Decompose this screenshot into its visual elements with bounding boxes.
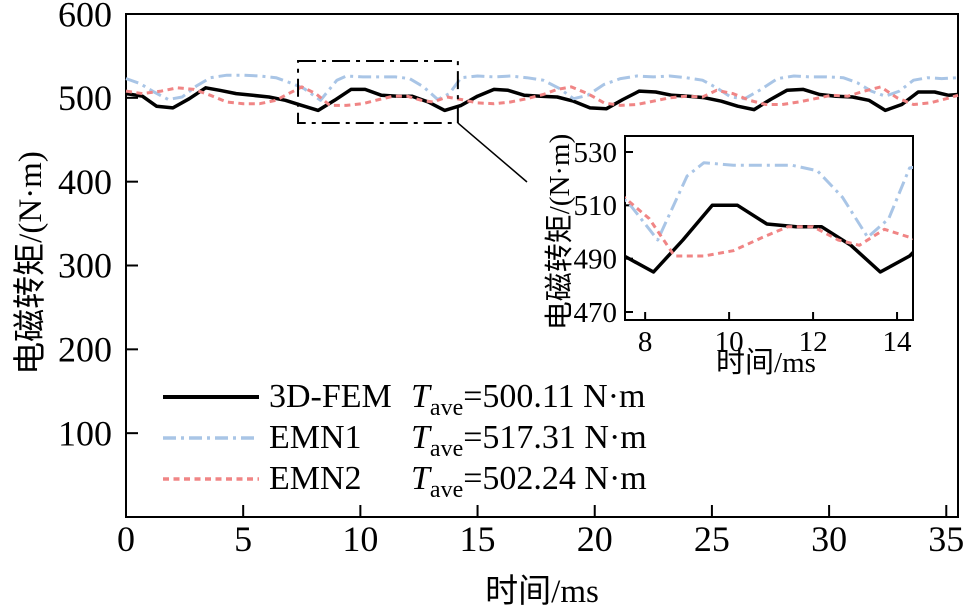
main-axis-x-tick-label: 5: [234, 519, 252, 559]
main-axis-x-tick-label: 0: [117, 519, 135, 559]
legend: 3D-FEM Tave=500.11 N·m EMN1 Tave=517.31 …: [163, 376, 647, 501]
series-line-emn2: [125, 85, 959, 107]
inset-axis-frame: [624, 135, 914, 321]
inset-axis-y-tick-label: 490: [574, 244, 618, 276]
inset-axis-x-tick-label: 10: [715, 326, 744, 358]
tave-subscript: ave: [429, 476, 464, 503]
inset-x-axis-label: 时间/ms: [716, 347, 816, 379]
zoom-connector-line: [457, 122, 528, 183]
inset-axis-x-tick-label: 14: [883, 326, 913, 358]
legend-item-emn2: EMN2 Tave=502.24 N·m: [163, 458, 647, 501]
main-axis-x-tick-label: 35: [928, 519, 964, 559]
tave-symbol: T: [411, 418, 430, 456]
series-line-emn1: [625, 161, 913, 242]
series-line-3d-fem: [125, 86, 959, 113]
main-axis-y-tick-label: 500: [58, 78, 112, 118]
series-line-emn2: [625, 196, 913, 258]
tave-symbol: T: [411, 377, 430, 415]
legend-item-3d-fem: 3D-FEM Tave=500.11 N·m: [163, 376, 647, 419]
main-axis-y-tick-label: 100: [58, 413, 112, 453]
main-axis-x-tick-label: 15: [460, 519, 496, 559]
tave-value: =500.11 N·m: [463, 377, 646, 415]
tave-subscript: ave: [429, 435, 464, 462]
tave-value: =502.24 N·m: [463, 459, 647, 497]
main-y-axis-label: 电磁转矩/(N·m): [13, 151, 49, 375]
legend-line-sample-emn2: [163, 476, 259, 481]
main-axis-y-tick-label: 300: [58, 246, 112, 286]
main-axis-x-tick-label: 25: [694, 519, 730, 559]
main-axis-x-tick-label: 10: [342, 519, 378, 559]
main-axis-y-tick-label: 600: [58, 0, 112, 34]
inset-y-axis-label: 电磁转矩/(N·m): [544, 133, 576, 331]
main-axis-x-tick-label: 30: [811, 519, 847, 559]
legend-average-value: Tave=517.31 N·m: [411, 418, 647, 460]
legend-item-emn1: EMN1 Tave=517.31 N·m: [163, 417, 647, 460]
series-line-emn1: [125, 73, 959, 102]
main-axis-x-tick-label: 20: [577, 519, 613, 559]
tave-subscript: ave: [429, 394, 464, 421]
main-x-axis-label: 时间/ms: [485, 574, 599, 610]
tave-value: =517.31 N·m: [463, 418, 647, 456]
legend-average-value: Tave=500.11 N·m: [411, 377, 646, 419]
inset-axis-x-tick-label: 12: [799, 326, 828, 358]
legend-line-sample-emn1: [163, 435, 259, 440]
main-axis-y-tick-label: 400: [58, 162, 112, 202]
main-axis-y-tick-label: 200: [58, 330, 112, 370]
zoom-region-box: [297, 59, 459, 124]
inset-axis-y-tick-label: 530: [574, 137, 618, 169]
legend-average-value: Tave=502.24 N·m: [411, 459, 647, 501]
inset-axis-y-tick-label: 470: [574, 297, 618, 329]
legend-series-label: EMN1: [269, 418, 362, 456]
inset-axis-x-tick-label: 8: [638, 326, 653, 358]
tave-symbol: T: [411, 459, 430, 497]
inset-axis-y-tick-label: 510: [574, 190, 618, 222]
legend-series-label: 3D-FEM: [269, 377, 392, 415]
legend-line-sample-3d-fem: [163, 394, 259, 399]
legend-series-label: EMN2: [269, 459, 362, 497]
